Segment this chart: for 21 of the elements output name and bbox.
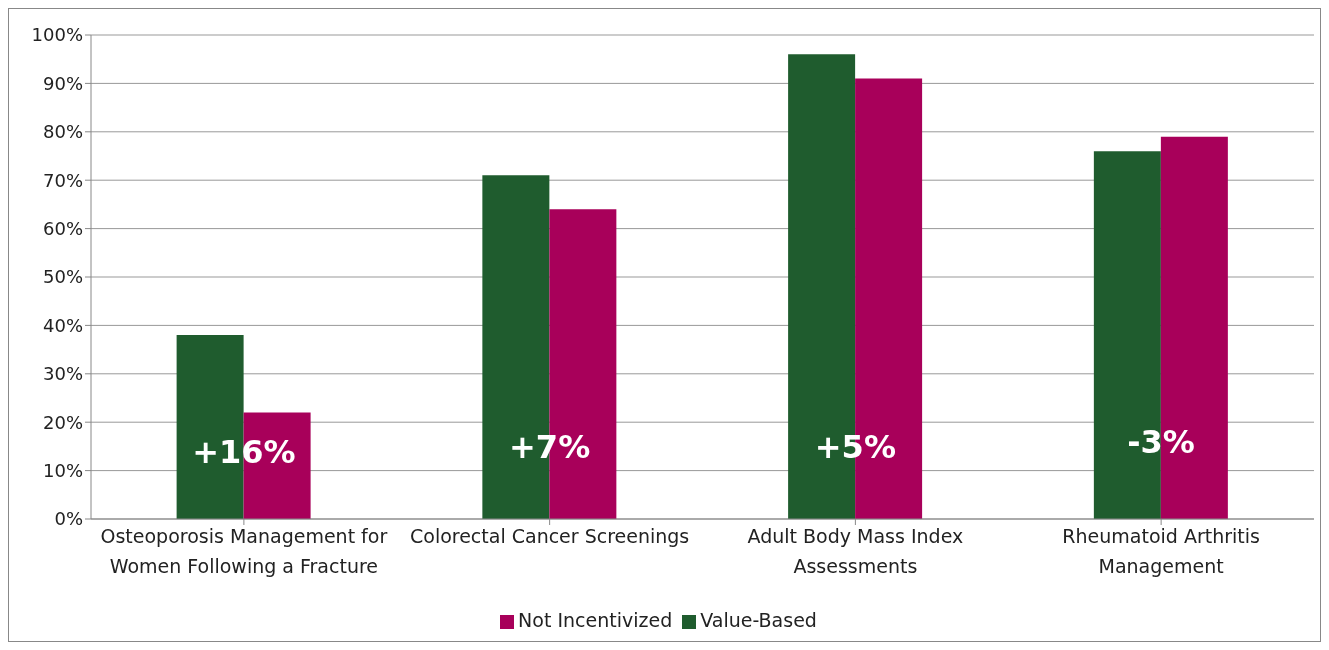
y-tick-label: 80% — [42, 121, 83, 143]
x-tick-label: Colorectal Cancer Screenings — [409, 525, 690, 547]
y-tick-label: 10% — [42, 459, 83, 481]
y-tick-label: 40% — [42, 314, 83, 336]
y-tick-label: 70% — [42, 169, 83, 191]
annotation: +7% — [509, 427, 591, 466]
y-tick-label: 50% — [42, 266, 83, 288]
y-tick-label: 0% — [54, 508, 83, 530]
annotation: -3% — [1127, 422, 1195, 461]
legend-label: Not Incentivized — [518, 609, 673, 631]
y-tick-label: 60% — [42, 217, 83, 239]
y-tick-label: 90% — [42, 72, 83, 94]
legend-label: Value-Based — [700, 609, 817, 631]
annotation: +5% — [814, 427, 896, 466]
y-tick-label: 30% — [42, 363, 83, 385]
y-tick-label: 100% — [31, 24, 83, 46]
x-tick-label: Osteoporosis Management for Women Following a Fracture — [100, 525, 388, 577]
y-tick-label: 20% — [42, 411, 83, 433]
x-tick-label: Rheumatoid Arthritis Management — [1062, 525, 1260, 577]
annotation: +16% — [192, 432, 296, 471]
x-tick-label: Adult Body Mass Index Assessments — [747, 525, 964, 577]
